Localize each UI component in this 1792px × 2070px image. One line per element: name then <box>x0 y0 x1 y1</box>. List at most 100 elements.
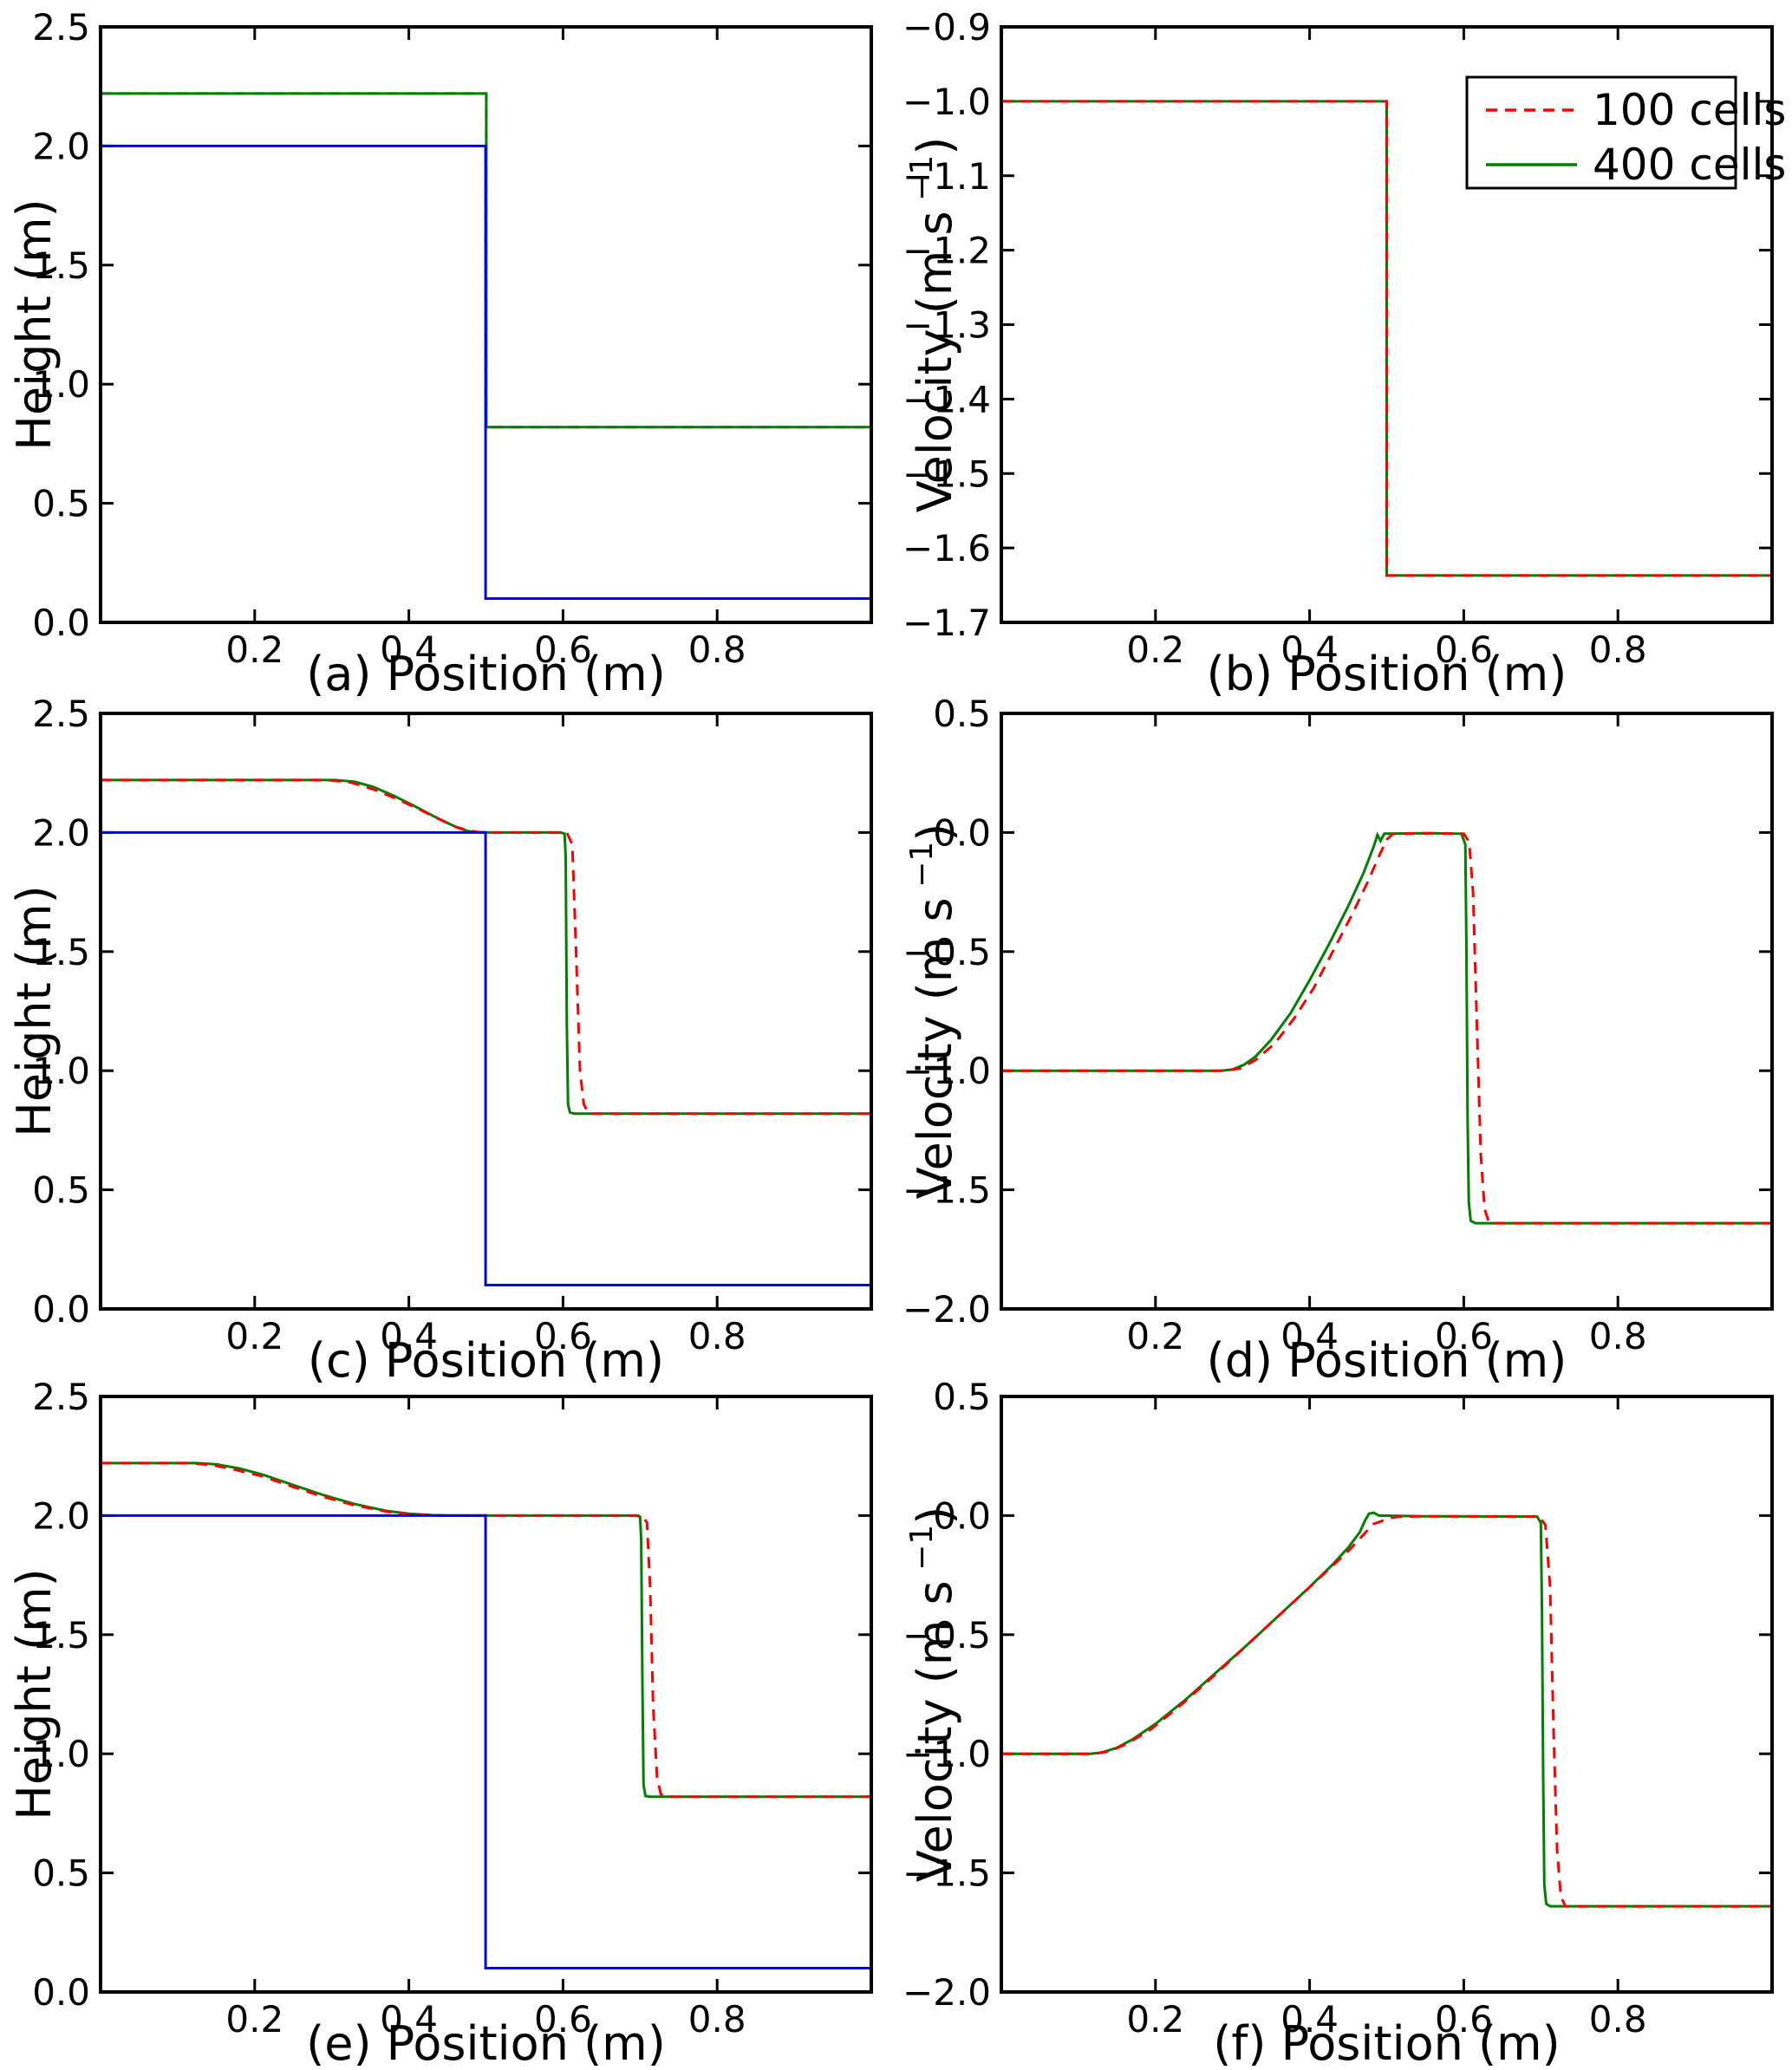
y-tick-label: −1.5 <box>903 1852 991 1895</box>
series-line-400-cells <box>1001 831 1772 1225</box>
plot-frame <box>1000 25 1774 624</box>
y-tick-label: −1.0 <box>903 1050 991 1092</box>
chart-d: 0.2 0.4 0.6 0.8 0.5 0.0 −0.5 −1.0 −1.5 −2.0 (d) Po… <box>903 693 1774 1388</box>
y-tick-label: 2.5 <box>32 693 90 735</box>
y-tick-label: −1.4 <box>903 378 991 420</box>
legend-box <box>1465 75 1737 190</box>
y-tick-label: 1.0 <box>32 1733 90 1775</box>
y-tick-label: −0.5 <box>903 1614 991 1657</box>
y-tick-label: −1.0 <box>903 1733 991 1775</box>
x-tick-label: 0.2 <box>1126 1315 1184 1357</box>
y-tick-label: −1.6 <box>903 527 991 570</box>
x-tick-label: 0.6 <box>1435 1315 1493 1357</box>
x-tick-label: 0.6 <box>534 1998 592 2041</box>
plot-frame <box>99 25 873 624</box>
y-axis-label: Velocity (m s −1) <box>904 137 962 513</box>
y-tick-label: 2.0 <box>32 125 90 167</box>
x-tick-label: 0.6 <box>534 628 592 671</box>
plot-frame <box>1000 712 1774 1311</box>
y-tick-label: 0.5 <box>32 1852 90 1895</box>
x-axis-label: (c) Position (m) <box>308 1333 664 1388</box>
y-tick-label: 0.0 <box>32 1971 90 2014</box>
legend-label: 100 cells <box>1593 85 1786 135</box>
series-line-100-cells <box>101 778 871 1116</box>
y-tick-label: −0.5 <box>903 931 991 973</box>
series-line-initial-condition <box>101 1513 871 1969</box>
x-tick-label: 0.2 <box>225 628 283 671</box>
y-tick-label: −0.9 <box>903 6 991 49</box>
x-axis-label: (b) Position (m) <box>1207 647 1567 701</box>
y-tick-label: −1.5 <box>903 1169 991 1212</box>
x-tick-label: 0.6 <box>1435 628 1493 671</box>
y-tick-label: 2.0 <box>32 811 90 854</box>
x-tick-label: 0.2 <box>1126 628 1184 671</box>
x-tick-label: 0.4 <box>1280 1315 1339 1357</box>
x-tick-label: 0.4 <box>380 1315 438 1357</box>
y-tick-label: 0.0 <box>933 1494 991 1537</box>
y-tick-label: 1.5 <box>32 931 90 973</box>
x-tick-label: 0.8 <box>1589 1998 1647 2041</box>
series-line-100-cells <box>1001 831 1772 1225</box>
x-axis-label: (e) Position (m) <box>306 2016 666 2070</box>
y-tick-label: −2.0 <box>903 1288 991 1331</box>
y-axis-label: Height (m) <box>7 885 62 1136</box>
y-tick-label: 2.5 <box>32 1376 90 1418</box>
x-tick-label: 0.4 <box>1280 628 1339 671</box>
y-tick-label: 1.5 <box>32 1614 90 1657</box>
y-tick-label: −1.0 <box>903 81 991 123</box>
y-tick-label: −1.5 <box>903 452 991 495</box>
y-tick-label: 1.5 <box>32 244 90 287</box>
x-tick-label: 0.2 <box>225 1315 283 1357</box>
y-tick-label: 0.0 <box>32 602 90 644</box>
x-tick-label: 0.6 <box>534 1315 592 1357</box>
y-tick-label: −1.7 <box>903 602 991 644</box>
series-line-100-cells <box>101 1461 871 1799</box>
y-axis-label: Velocity (m s −1) <box>904 823 962 1200</box>
series-line-initial-condition <box>101 830 871 1286</box>
y-axis-label: Height (m) <box>7 199 62 450</box>
plot-frame <box>99 712 873 1311</box>
series-line-100-cells <box>1001 1514 1772 1908</box>
y-tick-label: 0.5 <box>32 483 90 525</box>
chart-c: 0.2 0.4 0.6 0.8 0.0 0.5 1.0 1.5 2.0 2.5 (c) Positi… <box>7 693 873 1388</box>
y-axis-label: Height (m) <box>7 1568 62 1819</box>
x-tick-label: 0.8 <box>688 628 746 671</box>
plot-frame <box>1000 1395 1774 1994</box>
x-tick-label: 0.2 <box>1126 1998 1184 2041</box>
y-tick-label: −1.3 <box>903 304 991 347</box>
y-tick-label: 0.0 <box>32 1288 90 1331</box>
x-tick-label: 0.4 <box>1280 1998 1339 2041</box>
plot-frame <box>99 1395 873 1994</box>
x-tick-label: 0.8 <box>1589 1315 1647 1357</box>
x-tick-label: 0.6 <box>1435 1998 1493 2041</box>
series-line-100-cells <box>1001 100 1772 577</box>
x-axis-label: (a) Position (m) <box>306 647 666 701</box>
legend-label: 400 cells <box>1593 140 1786 190</box>
series-line-400-cells <box>1001 1511 1772 1908</box>
series-line-initial-condition <box>101 144 871 600</box>
y-tick-label: −2.0 <box>903 1971 991 2014</box>
y-tick-label: 1.0 <box>32 1050 90 1092</box>
y-tick-label: 0.5 <box>933 1376 991 1418</box>
y-tick-label: 0.5 <box>32 1169 90 1212</box>
y-tick-label: 1.0 <box>32 363 90 406</box>
y-tick-label: 2.5 <box>32 6 90 49</box>
x-tick-label: 0.8 <box>688 1315 746 1357</box>
y-axis-label: Velocity (m s −1) <box>904 1507 962 1883</box>
chart-a: 0.2 0.4 0.6 0.8 0.0 0.5 1.0 1.5 2.0 2.5 (a) Positi… <box>7 6 873 701</box>
chart-e: 0.2 0.4 0.6 0.8 0.0 0.5 1.0 1.5 2.0 2.5 (e) Positi… <box>7 1376 873 2070</box>
x-axis-label: (d) Position (m) <box>1207 1333 1567 1388</box>
y-tick-label: 0.5 <box>933 693 991 735</box>
x-axis-label: (f) Position (m) <box>1213 2016 1560 2070</box>
x-tick-label: 0.4 <box>380 628 438 671</box>
chart-f: 0.2 0.4 0.6 0.8 0.5 0.0 −0.5 −1.0 −1.5 −2.0 (f) Po… <box>903 1376 1774 2070</box>
chart-b: 0.2 0.4 0.6 0.8 −0.9 −1.0 −1.1 −1.2 −1.3 −1.4 −1.5… <box>903 6 1786 701</box>
x-tick-label: 0.8 <box>1589 628 1647 671</box>
x-tick-label: 0.2 <box>225 1998 283 2041</box>
x-tick-label: 0.4 <box>380 1998 438 2041</box>
x-tick-label: 0.8 <box>688 1998 746 2041</box>
y-tick-label: 0.0 <box>933 811 991 854</box>
